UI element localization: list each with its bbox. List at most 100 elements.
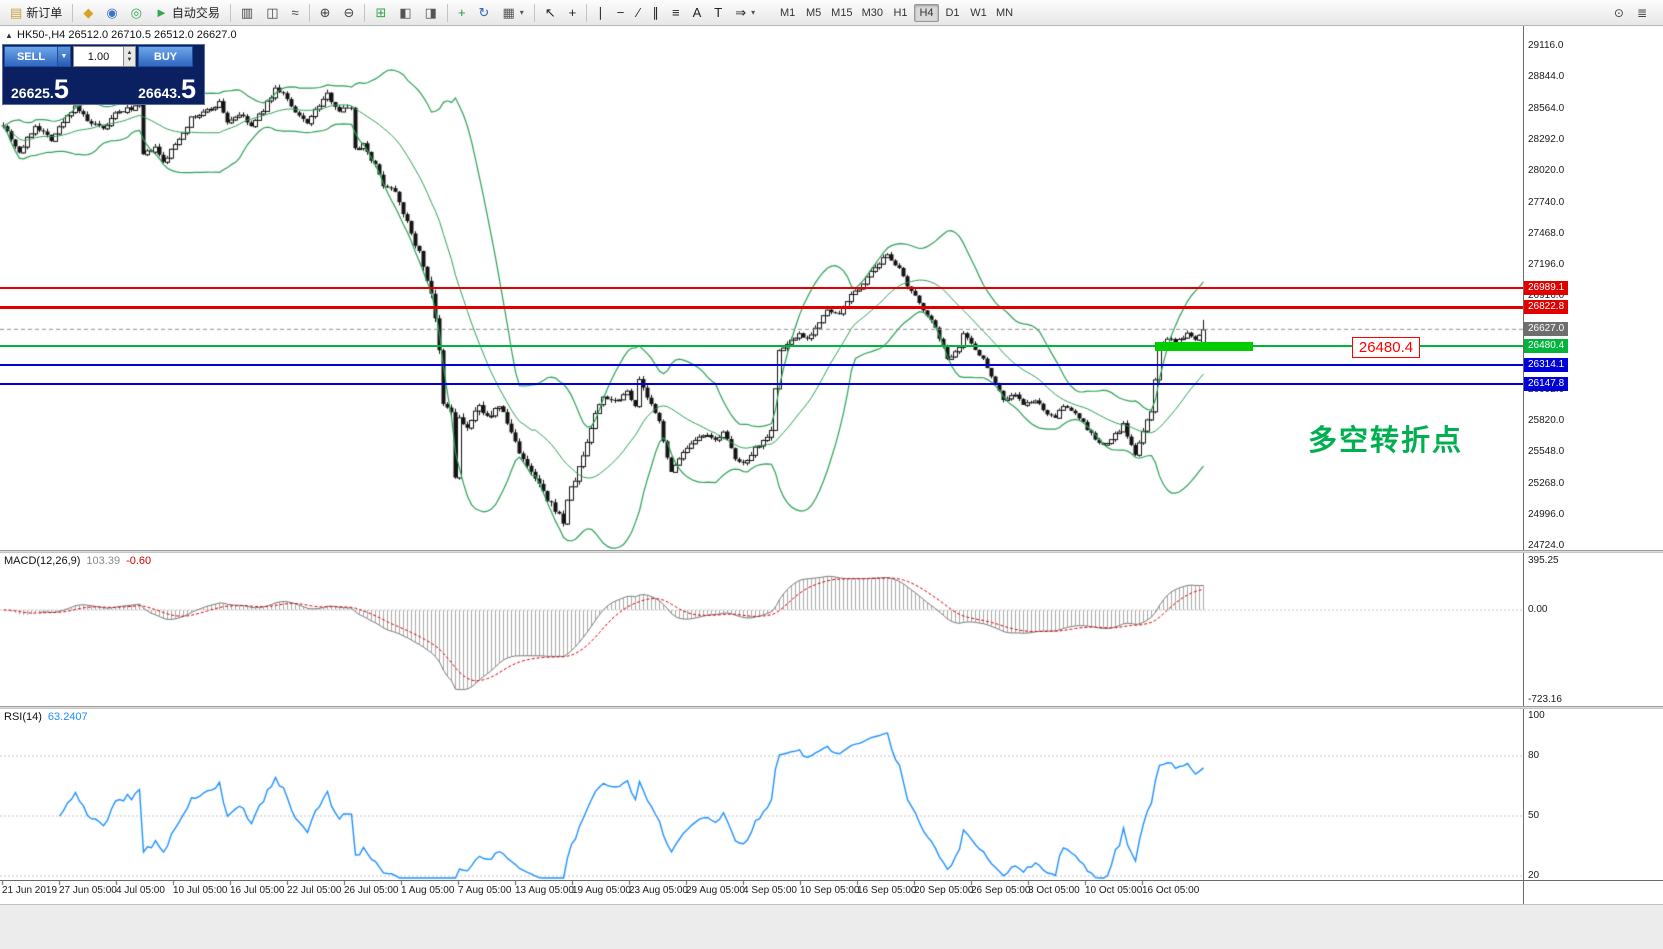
pivot-highlight-segment[interactable]: [1155, 342, 1253, 352]
pivot-price-label[interactable]: 26480.4: [1352, 337, 1420, 358]
trade-panel-controls: SELL ▼ 1.00 ▲ ▼ BUY: [4, 46, 203, 67]
rsi-axis-label: 50: [1528, 810, 1540, 821]
arrows-icon[interactable]: ⇒ ▾: [729, 2, 761, 24]
chart-properties-icon: ▦: [502, 5, 515, 20]
buy-price-big-digit: 5: [180, 73, 196, 104]
fibonacci-icon[interactable]: ≡: [666, 2, 686, 24]
timeframe-m5[interactable]: M5: [806, 6, 822, 19]
timeframe-m30[interactable]: M30: [861, 6, 883, 19]
volume-down-icon[interactable]: ▼: [126, 56, 133, 63]
timeframe-mn[interactable]: MN: [995, 6, 1014, 19]
chart-properties-icon[interactable]: ▦ ▾: [496, 2, 529, 24]
cursor-icon[interactable]: ↖: [539, 2, 562, 24]
turning-point-annotation[interactable]: 多空转折点: [1308, 425, 1464, 457]
macd-axis-label: -723.16: [1528, 694, 1562, 706]
macd-name: MACD(12,26,9): [4, 555, 81, 567]
one-click-panel-toggle[interactable]: ▲: [5, 31, 13, 40]
cascade-windows-icon[interactable]: ◧: [393, 2, 417, 24]
window-list-icon[interactable]: ≣: [1636, 5, 1647, 20]
time-axis-label: 27 Jun 05:00: [59, 885, 117, 896]
zoom-in-icon[interactable]: ⊕: [314, 2, 337, 24]
sell-button[interactable]: SELL: [4, 46, 58, 67]
macd-title: MACD(12,26,9) 103.39 -0.60: [4, 555, 151, 567]
price-tick: 24724.0: [1528, 540, 1565, 551]
time-axis-label: 13 Aug 05:00: [515, 885, 574, 896]
macd-axis-label: 395.25: [1528, 554, 1559, 566]
search-icon[interactable]: ⊙: [1613, 5, 1624, 20]
macd-axis-label: 0.00: [1528, 604, 1548, 615]
community-icon[interactable]: ◎: [125, 2, 148, 24]
zoom-out-icon[interactable]: ⊖: [338, 2, 361, 24]
bar-chart-icon[interactable]: ▥: [235, 2, 259, 24]
time-axis-label: 10 Jul 05:00: [173, 885, 228, 896]
channel-icon[interactable]: ∥: [647, 2, 666, 24]
support-line-1-badge: 26314.1: [1524, 357, 1569, 372]
horizontal-line-icon[interactable]: −: [611, 2, 631, 24]
current-price-badge: 26627.0: [1524, 322, 1569, 337]
line-chart-icon[interactable]: ≈: [285, 2, 304, 24]
support-line-2-badge: 26147.8: [1524, 376, 1569, 391]
text-icon[interactable]: A: [687, 2, 708, 24]
horizontal-line-icon: −: [616, 5, 625, 20]
crosshair-icon[interactable]: +: [563, 2, 583, 24]
time-axis-label: 19 Aug 05:00: [572, 885, 631, 896]
buy-button[interactable]: BUY: [138, 46, 193, 67]
new-order-button[interactable]: ▤ 新订单: [4, 2, 68, 24]
price-tick: 29116.0: [1528, 40, 1564, 51]
time-axis-label: 22 Jul 05:00: [287, 885, 342, 896]
sell-dropdown-icon[interactable]: ▼: [58, 46, 71, 67]
toolbar: ▤ 新订单 ◆ ◉ ◎ ► 自动交易 ▥ ◫ ≈ ⊕ ⊖ ⊞ ◧ ◨ + ↻ ▦ ▾ ↖ + ∣ − ∕ ∥ ≡ A T ⇒ ▾ M1 M5…: [0, 0, 1663, 26]
resistance-line-1[interactable]: [0, 287, 1523, 290]
price-axis-border: [1523, 26, 1524, 904]
volume-up-icon[interactable]: ▲: [126, 49, 133, 56]
price-tick: 28564.0: [1528, 102, 1565, 114]
arrange-windows-icon[interactable]: ◨: [419, 2, 443, 24]
candlestick-chart-icon[interactable]: ◫: [260, 2, 284, 24]
support-line-2[interactable]: [0, 382, 1523, 385]
accounts-icon[interactable]: ◉: [100, 2, 123, 24]
timeframe-m15[interactable]: M15: [831, 6, 853, 19]
time-axis-label: 10 Oct 05:00: [1085, 885, 1143, 896]
panel-separator[interactable]: [0, 550, 1663, 553]
timeframe-m1[interactable]: M1: [780, 6, 796, 19]
vertical-line-icon[interactable]: ∣: [591, 2, 610, 24]
bar-chart-icon: ▥: [240, 5, 254, 20]
panel-separator[interactable]: [0, 706, 1663, 709]
time-axis-label: 3 Oct 05:00: [1028, 885, 1080, 896]
time-axis-label: 21 Jun 2019: [2, 885, 58, 896]
toolbar-left-group: ▤ 新订单 ◆ ◉ ◎ ► 自动交易 ▥ ◫ ≈ ⊕ ⊖ ⊞ ◧ ◨ + ↻ ▦ ▾ ↖ + ∣ − ∕ ∥ ≡ A T ⇒ ▾: [4, 2, 761, 24]
timeframe-h4[interactable]: H4: [913, 3, 939, 22]
support-line-1[interactable]: [0, 363, 1523, 366]
rsi-title: RSI(14) 63.2407: [4, 711, 88, 723]
rsi-value: 63.2407: [47, 711, 88, 723]
refresh-icon: ↻: [478, 5, 490, 20]
price-tick: 27468.0: [1528, 227, 1565, 239]
add-chart-icon[interactable]: +: [452, 2, 472, 24]
resistance-line-2[interactable]: [0, 305, 1523, 309]
timeframe-w1[interactable]: W1: [970, 6, 987, 19]
pivot-line[interactable]: [0, 345, 1523, 348]
timeframe-toolbar: M1 M5 M15 M30 H1 H4 D1 W1 MN: [775, 3, 1017, 22]
experts-icon[interactable]: ◆: [77, 2, 99, 24]
timeframe-h1[interactable]: H1: [893, 6, 908, 19]
sell-price[interactable]: 26625. 5: [11, 75, 69, 102]
chevron-down-icon: ▾: [751, 8, 756, 17]
volume-input[interactable]: 1.00: [73, 46, 124, 67]
line-chart-icon: ≈: [291, 5, 299, 20]
time-axis-border: [0, 880, 1663, 881]
autotrading-button[interactable]: ► 自动交易: [149, 2, 226, 24]
trendline-icon: ∕: [637, 5, 640, 20]
refresh-icon[interactable]: ↻: [473, 2, 496, 24]
timeframe-d1[interactable]: D1: [945, 6, 960, 19]
label-icon[interactable]: T: [708, 2, 728, 24]
price-tick: 25268.0: [1528, 478, 1565, 490]
buy-price[interactable]: 26643. 5: [138, 73, 196, 104]
arrange-windows-icon: ◨: [424, 5, 437, 20]
main-chart-canvas[interactable]: [0, 26, 1523, 904]
zoom-in-icon: ⊕: [319, 5, 331, 20]
fibonacci-icon: ≡: [672, 5, 680, 20]
trendline-icon[interactable]: ∕: [631, 2, 645, 24]
zoom-out-icon: ⊖: [343, 5, 355, 20]
volume-stepper[interactable]: ▲ ▼: [124, 46, 136, 67]
tile-windows-icon[interactable]: ⊞: [369, 2, 392, 24]
